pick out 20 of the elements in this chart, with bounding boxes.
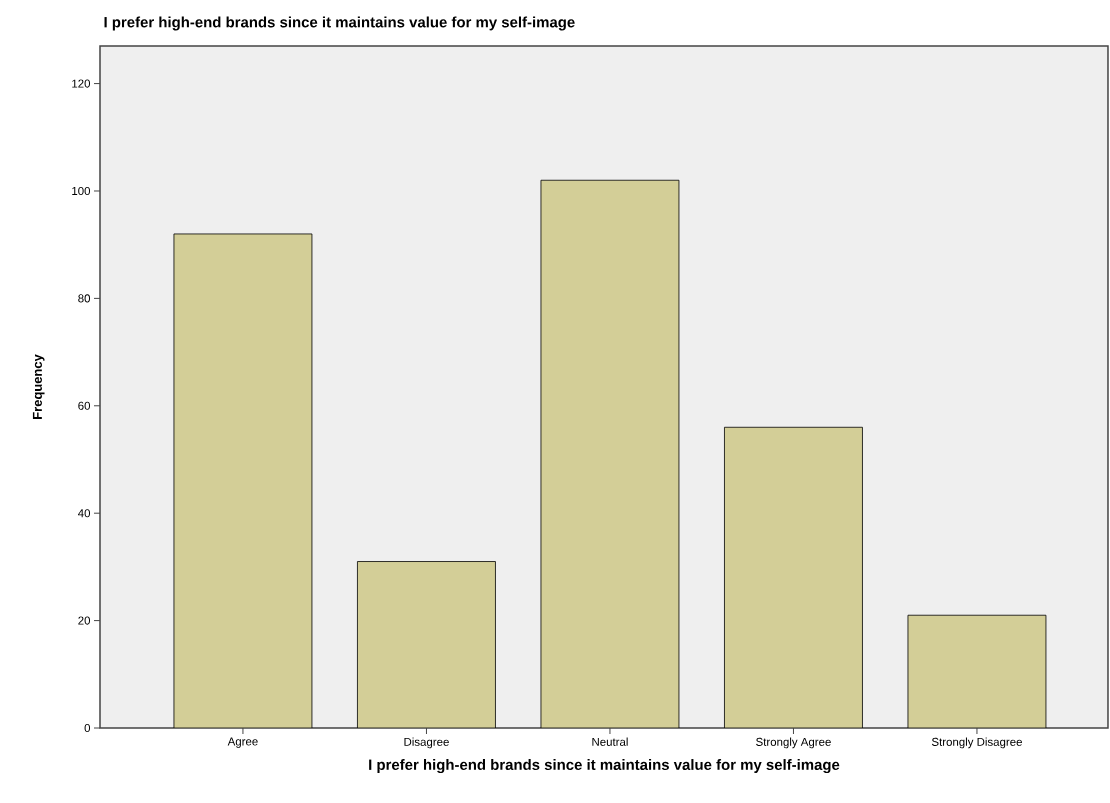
bar	[357, 561, 496, 728]
bar	[540, 180, 679, 728]
bar	[907, 614, 1047, 728]
bar	[724, 426, 863, 728]
y-tick-label: 100	[72, 186, 91, 196]
bar	[173, 233, 313, 728]
x-tick-label: Disagree	[404, 737, 449, 749]
x-axis-title: I prefer high-end brands since it maintains value for my self-image	[369, 759, 840, 774]
y-tick-label: 0	[84, 723, 91, 733]
x-tick-label: Strongly Agree	[756, 737, 831, 749]
y-tick-label: 40	[78, 509, 91, 518]
x-tick-label: Strongly Disagree	[931, 737, 1022, 749]
chart-title: I prefer high-end brands since it maintains value for my self-image	[104, 16, 575, 31]
x-tick-label: Agree	[227, 737, 258, 748]
y-tick-label: 20	[78, 616, 91, 625]
y-tick-label: 80	[78, 294, 91, 303]
y-tick-label: 120	[72, 79, 91, 88]
y-tick-label: 60	[78, 401, 91, 410]
x-tick-label: Neutral	[592, 737, 628, 746]
y-axis-title: Frequency	[32, 354, 45, 419]
